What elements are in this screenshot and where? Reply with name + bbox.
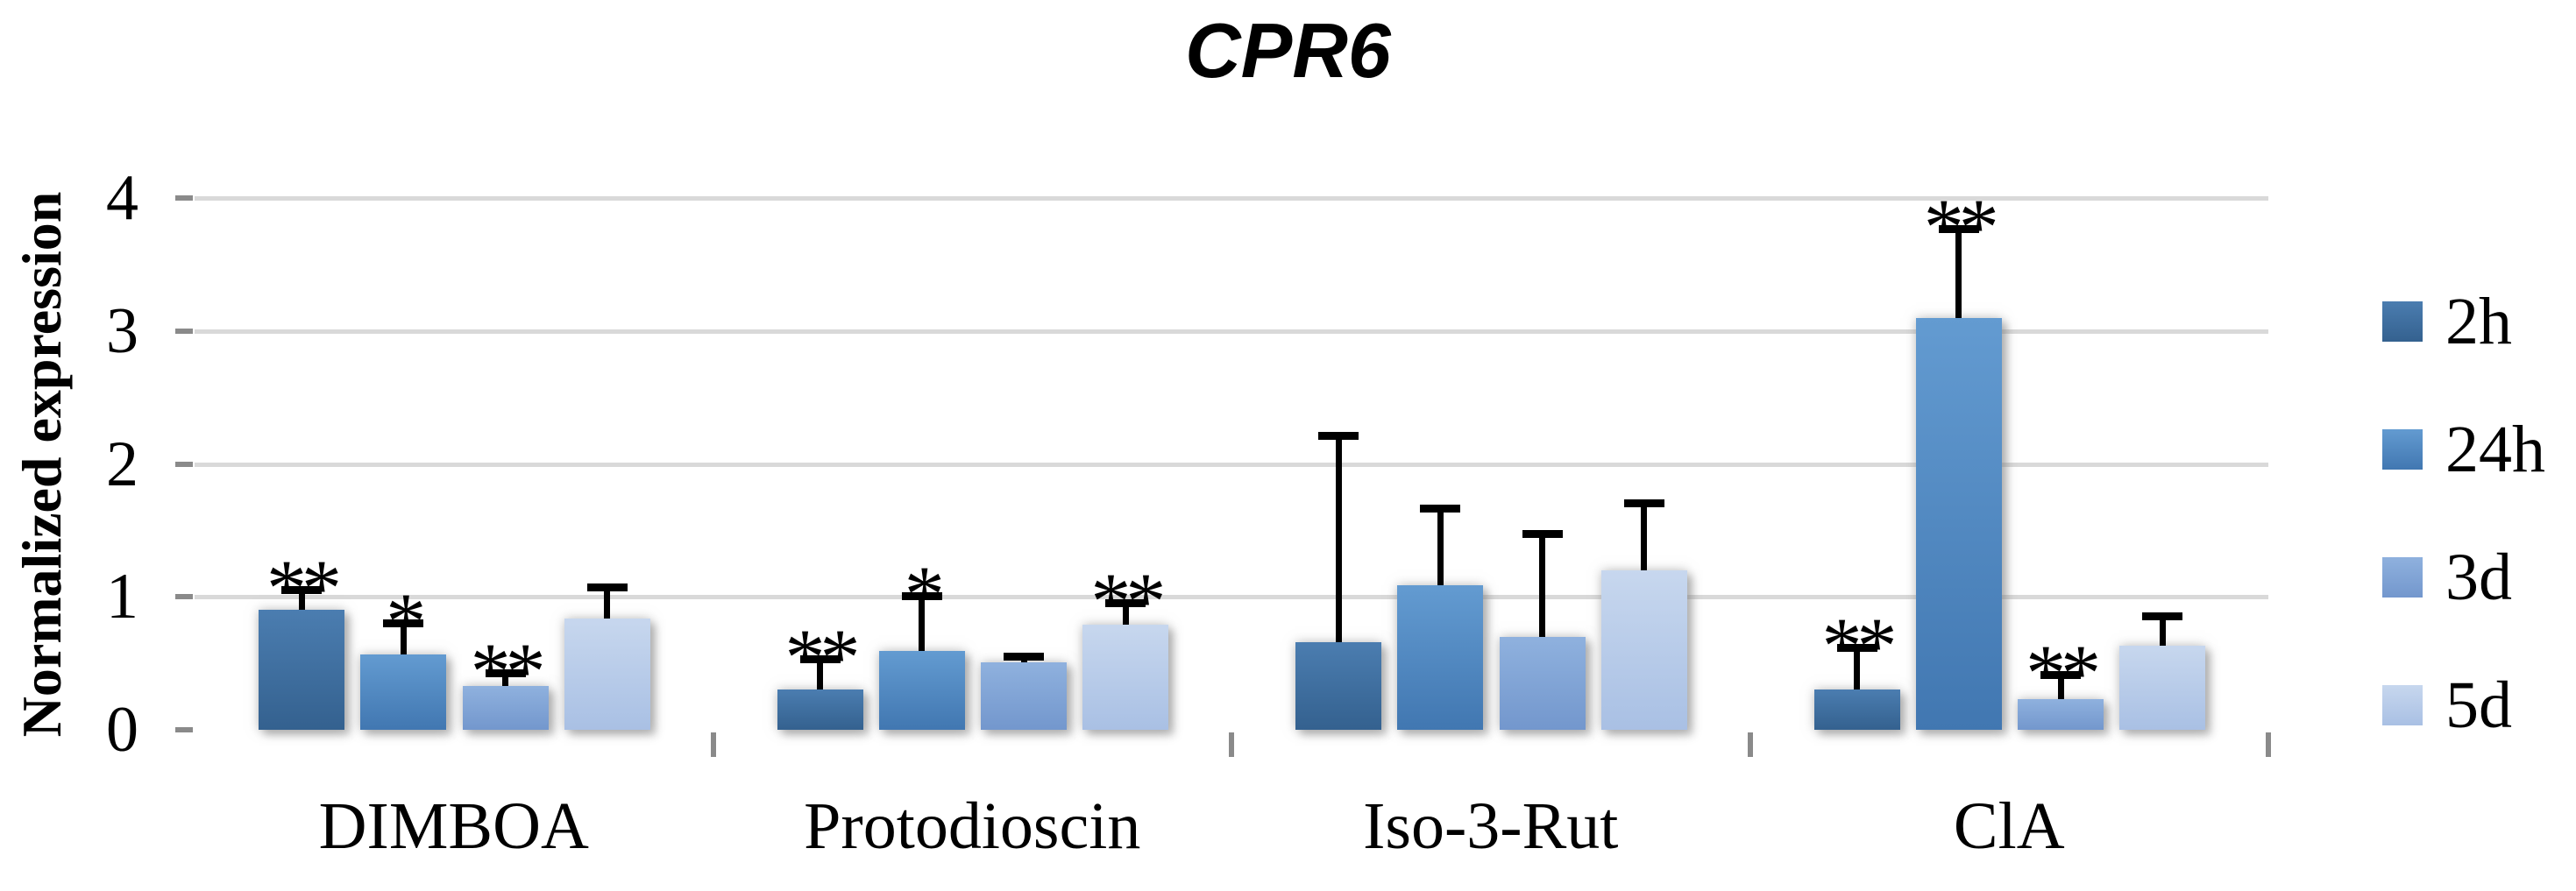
legend: 2h 24h 3d 5d — [2382, 285, 2545, 813]
legend-swatch-2h — [2382, 301, 2423, 342]
gridline — [195, 196, 2268, 201]
gridline — [195, 462, 2268, 467]
error-bar-24h-DIMBOA — [400, 623, 407, 654]
legend-label: 2h — [2445, 285, 2512, 358]
error-bar-2h-DIMBOA — [298, 590, 305, 611]
error-bar-5d-Protodioscin — [1122, 603, 1129, 626]
bar-2h-Protodioscin — [777, 689, 863, 730]
error-bar-cap — [586, 583, 628, 591]
error-bar-3d-ClA — [2057, 675, 2064, 700]
x-axis-tick — [710, 732, 716, 757]
y-axis-tick — [175, 195, 193, 201]
significance-stars: ** — [1090, 555, 1166, 646]
bar-2h-DIMBOA — [259, 610, 344, 730]
significance-stars: ** — [1821, 601, 1898, 691]
category-label: ClA — [1953, 789, 2065, 863]
legend-item: 2h — [2382, 285, 2545, 358]
legend-item: 3d — [2382, 541, 2545, 614]
error-bar-cap — [485, 669, 526, 678]
plot-area: ** * ** ** * ** ** ** ** — [195, 182, 2268, 730]
error-bar-5d-ClA — [2159, 617, 2166, 647]
x-axis-tick — [1229, 732, 1234, 757]
bar-24h-Iso-3-Rut — [1397, 584, 1484, 730]
gridline — [195, 329, 2268, 334]
x-axis-tick — [2266, 732, 2271, 757]
legend-swatch-5d — [2382, 685, 2423, 725]
error-bar-5d-Iso-3-Rut — [1641, 504, 1648, 570]
bar-3d-Protodioscin — [981, 661, 1068, 730]
significance-stars: ** — [2026, 627, 2101, 718]
y-axis-line — [192, 196, 197, 767]
error-bar-cap — [383, 619, 424, 627]
error-bar-3d-DIMBOA — [502, 674, 509, 686]
bar-2h-ClA — [1813, 689, 1900, 730]
bar-5d-DIMBOA — [564, 618, 650, 730]
significance-stars: ** — [266, 542, 342, 633]
legend-item: 5d — [2382, 668, 2545, 742]
legend-label: 5d — [2445, 668, 2512, 742]
bar-5d-ClA — [2119, 646, 2206, 730]
bar-24h-DIMBOA — [360, 654, 447, 730]
error-bar-cap — [1105, 598, 1146, 607]
chart-title: CPR6 — [1185, 7, 1391, 94]
bar-24h-Protodioscin — [878, 651, 965, 730]
y-axis-tick — [175, 594, 193, 600]
error-bar-5d-DIMBOA — [604, 587, 611, 619]
y-tick-label: 0 — [106, 694, 138, 766]
significance-stars: * — [904, 549, 945, 640]
error-bar-cap — [281, 585, 322, 594]
error-bar-cap — [1836, 644, 1877, 653]
error-bar-cap — [1938, 225, 1979, 234]
error-bar-2h-Protodioscin — [817, 659, 823, 690]
bar-5d-Protodioscin — [1082, 625, 1169, 730]
legend-item: 24h — [2382, 413, 2545, 486]
y-tick-label: 3 — [106, 294, 138, 367]
y-tick-label: 2 — [106, 428, 138, 500]
significance-stars: ** — [784, 612, 861, 702]
error-bar-24h-Protodioscin — [919, 597, 926, 652]
error-bar-2h-Iso-3-Rut — [1335, 435, 1342, 642]
significance-stars: ** — [1923, 182, 1999, 272]
bar-5d-Iso-3-Rut — [1600, 569, 1687, 730]
legend-swatch-3d — [2382, 557, 2423, 598]
error-bar-cap — [901, 592, 942, 601]
y-axis-tick — [175, 328, 193, 334]
y-axis-tick — [175, 461, 193, 467]
category-label: Iso-3-Rut — [1363, 789, 1619, 863]
legend-swatch-24h — [2382, 429, 2423, 470]
y-tick-label: 1 — [106, 561, 138, 633]
bar-2h-Iso-3-Rut — [1295, 641, 1381, 730]
significance-stars: * — [386, 576, 426, 666]
error-bar-24h-ClA — [1955, 230, 1962, 318]
bar-24h-ClA — [1915, 317, 2002, 730]
error-bar-cap — [1004, 652, 1045, 661]
gridline — [195, 595, 2268, 600]
error-bar-cap — [1420, 505, 1461, 513]
error-bar-cap — [1623, 499, 1664, 508]
error-bar-24h-Iso-3-Rut — [1437, 509, 1444, 585]
error-bar-2h-ClA — [1854, 648, 1860, 690]
error-bar-cap — [1522, 529, 1563, 538]
legend-label: 24h — [2445, 413, 2545, 486]
error-bar-cap — [2040, 670, 2082, 679]
error-bar-cap — [2142, 612, 2183, 621]
error-bar-cap — [799, 654, 841, 663]
y-tick-label: 4 — [106, 162, 138, 234]
y-axis-tick — [175, 727, 193, 732]
significance-stars: ** — [470, 626, 546, 717]
x-axis-tick — [1747, 732, 1753, 757]
error-bar-3d-Iso-3-Rut — [1539, 534, 1546, 637]
bar-3d-Iso-3-Rut — [1499, 636, 1586, 730]
bar-3d-DIMBOA — [462, 685, 549, 730]
bar-3d-ClA — [2018, 699, 2104, 730]
category-label: DIMBOA — [318, 789, 589, 863]
error-bar-cap — [1318, 431, 1359, 440]
category-label: Protodioscin — [804, 789, 1141, 863]
legend-label: 3d — [2445, 541, 2512, 614]
